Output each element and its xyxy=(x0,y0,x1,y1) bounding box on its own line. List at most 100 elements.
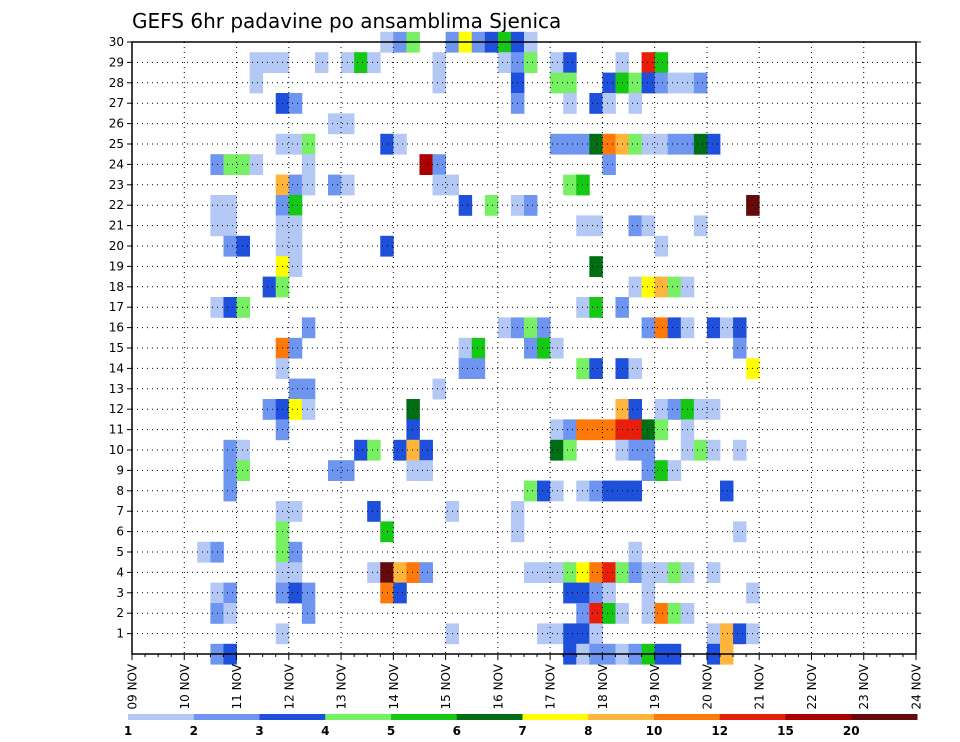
heatmap-cell xyxy=(628,276,642,298)
heatmap-cell xyxy=(667,317,682,339)
heatmap-cell xyxy=(197,541,211,563)
heatmap-cell xyxy=(589,93,603,114)
heatmap-cell xyxy=(641,72,656,94)
y-tick-label: 3 xyxy=(116,586,124,600)
heatmap-cell xyxy=(589,623,603,645)
heatmap-cell xyxy=(602,154,616,175)
heatmap-cell xyxy=(576,603,590,624)
heatmap-cell xyxy=(301,133,316,155)
heatmap-cell xyxy=(288,541,303,563)
x-tick-label: 20 NOV xyxy=(700,663,714,709)
heatmap-cell xyxy=(367,439,381,461)
heatmap-cell xyxy=(301,154,316,175)
heatmap-cell xyxy=(328,460,342,481)
heatmap-cell xyxy=(432,72,446,94)
y-tick-label: 20 xyxy=(109,239,124,253)
heatmap-cell xyxy=(641,460,656,481)
heatmap-cell xyxy=(524,337,538,359)
heatmap-cell xyxy=(589,603,603,624)
heatmap-cell xyxy=(733,623,747,645)
heatmap-cell xyxy=(654,52,669,73)
y-tick-label: 7 xyxy=(116,504,124,518)
heatmap-cell xyxy=(249,52,264,73)
heatmap-cell xyxy=(524,195,538,216)
heatmap-cell xyxy=(497,317,512,339)
heatmap-cell xyxy=(589,358,603,379)
heatmap-cell xyxy=(667,72,682,94)
heatmap-cell xyxy=(458,358,473,379)
heatmap-cell xyxy=(288,378,303,400)
heatmap-cell xyxy=(720,480,734,502)
heatmap-cell xyxy=(301,378,316,400)
heatmap-cell xyxy=(654,133,669,155)
heatmap-cell xyxy=(354,439,368,461)
legend-swatch xyxy=(325,714,392,720)
heatmap-cell xyxy=(524,317,538,339)
heatmap-cell xyxy=(654,399,669,420)
y-tick-label: 30 xyxy=(109,35,124,49)
heatmap-cell xyxy=(589,297,603,318)
legend-label: 5 xyxy=(387,724,395,738)
grid-lines xyxy=(132,41,916,654)
heatmap-cell xyxy=(641,52,656,73)
heatmap-cell xyxy=(563,582,577,604)
heatmap-cell xyxy=(667,133,682,155)
x-tick-label: 12 NOV xyxy=(282,663,296,709)
heatmap-cell xyxy=(262,399,277,420)
heatmap-cell xyxy=(641,439,656,461)
heatmap-cell xyxy=(288,133,303,155)
heatmap-cell xyxy=(288,256,303,277)
heatmap-cell xyxy=(641,215,656,237)
heatmap-cell xyxy=(288,235,303,257)
y-tick-label: 26 xyxy=(109,117,124,131)
x-tick-label: 18 NOV xyxy=(596,663,610,709)
heatmap-cell xyxy=(249,72,264,94)
heatmap-cell xyxy=(406,439,420,461)
heatmap-cell xyxy=(706,439,721,461)
heatmap-cell xyxy=(602,72,616,94)
heatmap-cell xyxy=(223,154,237,175)
heatmap-cell xyxy=(288,195,303,216)
heatmap-cell xyxy=(641,562,656,583)
heatmap-cell xyxy=(720,317,734,339)
heatmap-cell xyxy=(393,562,407,583)
heatmap-cell xyxy=(641,317,656,339)
heatmap-cell xyxy=(393,439,407,461)
heatmap-cell xyxy=(693,133,708,155)
y-tick-label: 22 xyxy=(109,198,124,212)
legend-label: 20 xyxy=(843,724,860,738)
heatmap-cell xyxy=(432,378,446,400)
heatmap-cell xyxy=(628,72,642,94)
heatmap-cell xyxy=(641,603,656,624)
heatmap-cell xyxy=(654,419,669,441)
heatmap-cell xyxy=(641,133,656,155)
heatmap-cell xyxy=(641,582,656,604)
heatmap-cell xyxy=(641,276,656,298)
heatmap-cell xyxy=(667,276,682,298)
heatmap-cell xyxy=(563,93,577,114)
heatmap-cell xyxy=(432,174,446,196)
y-tick-label: 28 xyxy=(109,76,124,90)
heatmap-cell xyxy=(563,419,577,441)
heatmap-cell xyxy=(576,623,590,645)
legend-swatch xyxy=(654,714,721,720)
heatmap-cell xyxy=(563,174,577,196)
legend-label: 15 xyxy=(777,724,794,738)
heatmap-cell xyxy=(524,562,538,583)
heatmap-cell xyxy=(589,133,603,155)
y-tick-label: 29 xyxy=(109,55,124,69)
x-tick-label: 19 NOV xyxy=(648,663,662,709)
legend-swatch xyxy=(128,714,195,720)
heatmap-cell xyxy=(223,460,237,481)
heatmap-cell xyxy=(667,460,682,481)
heatmap-cell xyxy=(563,439,577,461)
heatmap-cell xyxy=(419,562,433,583)
heatmap-cell xyxy=(576,297,590,318)
heatmap-cell xyxy=(589,480,603,502)
heatmap-cell xyxy=(576,582,590,604)
heatmap-cell xyxy=(288,174,303,196)
heatmap-cell xyxy=(576,174,590,196)
heatmap-cell xyxy=(419,439,433,461)
heatmap-cell xyxy=(602,603,616,624)
